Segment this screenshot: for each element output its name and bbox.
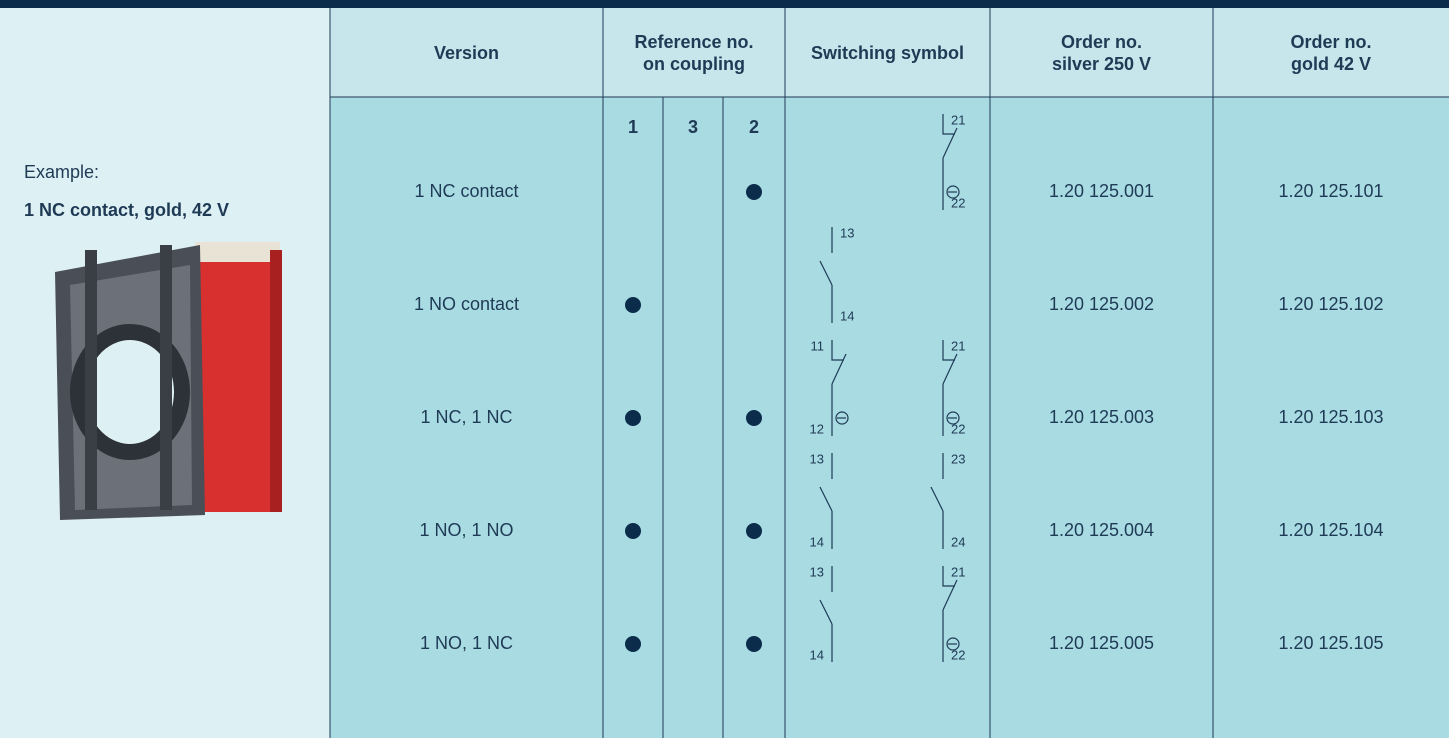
order-silver: 1.20 125.004 [1048,520,1155,540]
no-symbol [930,453,944,549]
coupling-position: 3 [687,117,698,137]
terminal-label: 22 [951,421,965,436]
no-symbol [819,453,833,549]
contact-dot [746,184,762,200]
terminal-label: 12 [810,421,824,436]
top-bar [0,0,1449,8]
terminal-label: 22 [951,647,965,662]
nc-marker [946,411,960,425]
version: 1 NC contact [414,181,519,201]
contact-dot [746,523,762,539]
column-header: Order no. silver 250 V [1051,31,1152,74]
terminal-label: 14 [810,534,824,549]
nc-marker [946,185,960,199]
nc-marker [835,411,849,425]
terminal-label: 21 [951,112,965,127]
no-symbol [819,227,833,323]
contact-dot [746,636,762,652]
contact-dot [625,297,641,313]
order-gold: 1.20 125.103 [1278,407,1384,427]
terminal-label: 13 [810,564,824,579]
terminal-label: 13 [840,225,854,240]
column-header: Version [433,42,500,63]
terminal-label: 24 [951,534,965,549]
contact-dot [625,523,641,539]
order-silver: 1.20 125.005 [1048,633,1155,653]
no-symbol [819,566,833,662]
contact-dot [625,636,641,652]
order-gold: 1.20 125.101 [1278,181,1384,201]
order-gold: 1.20 125.105 [1278,633,1384,653]
order-silver: 1.20 125.002 [1048,294,1155,314]
coupling-position: 2 [748,117,759,137]
terminal-label: 22 [951,195,965,210]
terminal-label: 21 [951,564,965,579]
order-gold: 1.20 125.104 [1278,520,1384,540]
coupling-position: 1 [627,117,638,137]
version: 1 NO, 1 NO [419,520,514,540]
contact-dot [625,410,641,426]
nc-marker [946,637,960,651]
sidebar-label: Example: [24,162,100,182]
nc-symbol [942,566,958,662]
terminal-label: 11 [811,338,825,353]
sidebar-caption: 1 NC contact, gold, 42 V [24,200,230,220]
column-header: Switching symbol [810,42,965,63]
version: 1 NC, 1 NC [420,407,513,427]
header-row [330,8,1449,97]
product-image [55,242,282,520]
version: 1 NO contact [413,294,520,314]
nc-symbol [831,340,847,436]
terminal-label: 14 [840,308,854,323]
version: 1 NO, 1 NC [419,633,514,653]
terminal-label: 13 [810,451,824,466]
order-gold: 1.20 125.102 [1278,294,1384,314]
order-silver: 1.20 125.003 [1048,407,1155,427]
nc-symbol [942,340,958,436]
terminal-label: 14 [810,647,824,662]
terminal-label: 21 [951,338,965,353]
column-header: Reference no. on coupling [634,31,754,74]
contact-dot [746,410,762,426]
nc-symbol [942,114,958,210]
terminal-label: 23 [951,451,965,466]
column-header: Order no. gold 42 V [1290,31,1372,74]
order-silver: 1.20 125.001 [1048,181,1155,201]
